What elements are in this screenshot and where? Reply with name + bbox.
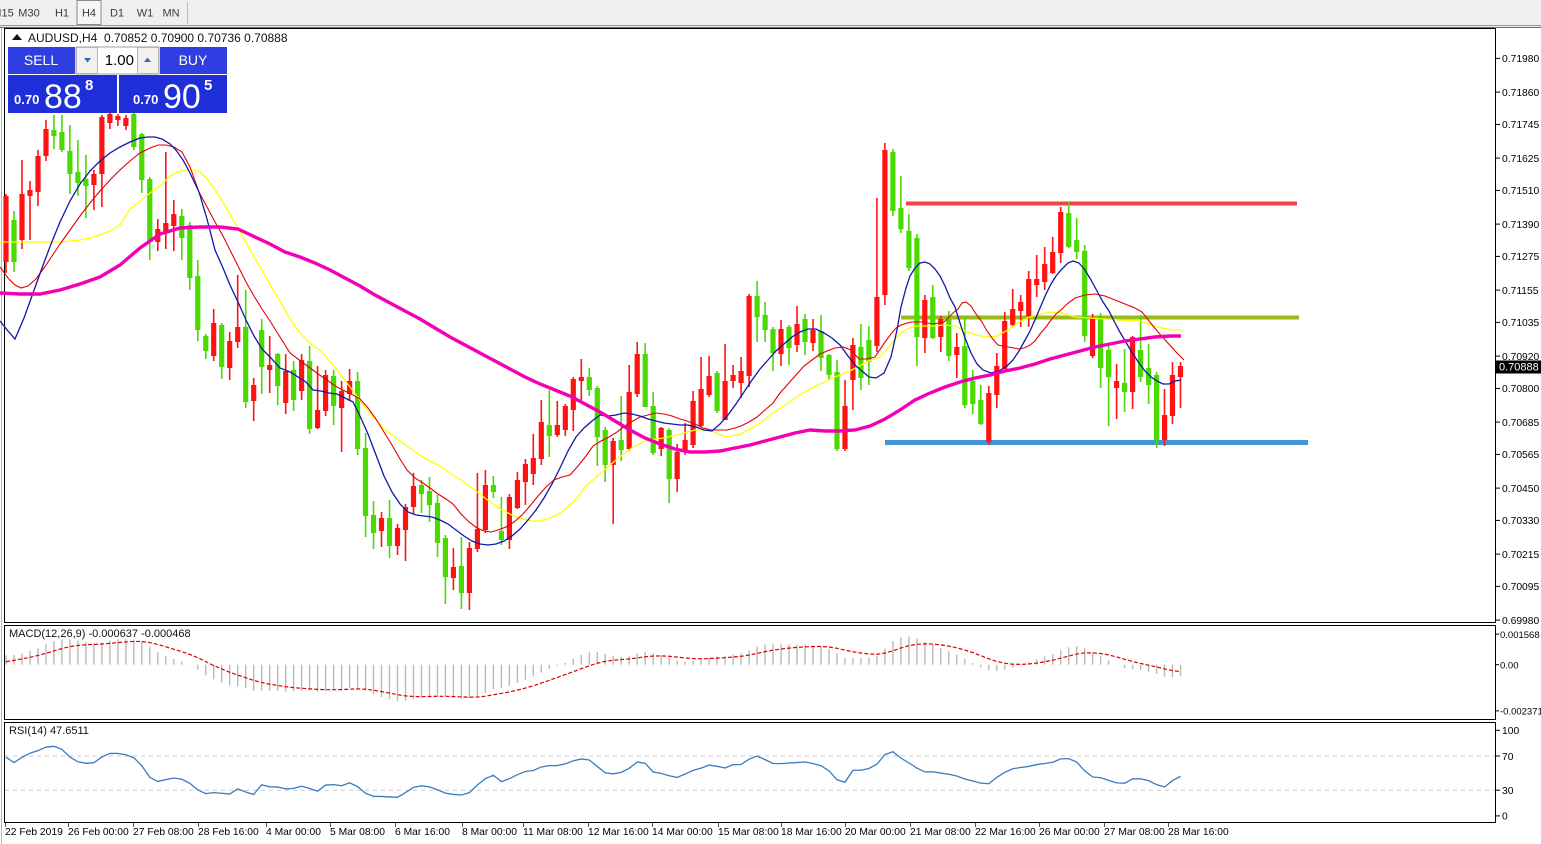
svg-text:18 Mar 16:00: 18 Mar 16:00	[781, 827, 842, 838]
svg-text:0.70095: 0.70095	[1502, 582, 1539, 593]
svg-text:5: 5	[204, 77, 212, 94]
svg-text:27 Feb 08:00: 27 Feb 08:00	[133, 827, 194, 838]
svg-text:0.00: 0.00	[1500, 661, 1519, 672]
svg-text:MN: MN	[162, 8, 179, 20]
svg-text:0.71275: 0.71275	[1502, 252, 1539, 263]
svg-text:0.70920: 0.70920	[1502, 352, 1539, 363]
svg-text:0.71510: 0.71510	[1502, 186, 1539, 197]
svg-text:0.71625: 0.71625	[1502, 154, 1539, 165]
svg-text:15 Mar 08:00: 15 Mar 08:00	[718, 827, 779, 838]
svg-text:30: 30	[1502, 786, 1514, 797]
svg-text:26 Mar 00:00: 26 Mar 00:00	[1039, 827, 1100, 838]
svg-text:11 Mar 08:00: 11 Mar 08:00	[523, 827, 583, 838]
svg-text:28 Mar 16:00: 28 Mar 16:00	[1168, 827, 1229, 838]
svg-text:6 Mar 16:00: 6 Mar 16:00	[395, 827, 450, 838]
svg-text:5 Mar 08:00: 5 Mar 08:00	[330, 827, 385, 838]
svg-text:0.70: 0.70	[133, 92, 158, 107]
svg-text:MACD(12,26,9) -0.000637 -0.000: MACD(12,26,9) -0.000637 -0.000468	[9, 628, 191, 640]
svg-text:0.70450: 0.70450	[1502, 484, 1539, 495]
svg-text:1.00: 1.00	[105, 52, 134, 69]
svg-text:90: 90	[163, 78, 201, 116]
svg-text:D1: D1	[110, 8, 124, 20]
svg-text:0.71035: 0.71035	[1502, 318, 1539, 329]
svg-text:8: 8	[85, 77, 93, 94]
svg-text:M30: M30	[18, 8, 39, 20]
svg-text:70: 70	[1502, 752, 1514, 763]
svg-text:12 Mar 16:00: 12 Mar 16:00	[588, 827, 649, 838]
svg-text:100: 100	[1502, 726, 1519, 737]
svg-text:H1: H1	[55, 8, 69, 20]
svg-text:4 Mar 00:00: 4 Mar 00:00	[266, 827, 321, 838]
svg-text:20 Mar 00:00: 20 Mar 00:00	[845, 827, 906, 838]
svg-text:0.70215: 0.70215	[1502, 550, 1539, 561]
svg-text:0.70330: 0.70330	[1502, 516, 1539, 527]
svg-text:0.70: 0.70	[14, 92, 39, 107]
svg-text:W1: W1	[137, 8, 154, 20]
svg-text:0.70565: 0.70565	[1502, 450, 1539, 461]
svg-text:AUDUSD,H4 0.70852 0.70900 0.7: AUDUSD,H4 0.70852 0.70900 0.70736 0.7088…	[28, 31, 288, 45]
svg-text:0: 0	[1502, 812, 1508, 823]
svg-text:0.70685: 0.70685	[1502, 418, 1539, 429]
svg-text:0.71980: 0.71980	[1502, 54, 1539, 65]
svg-text:0.70800: 0.70800	[1502, 384, 1539, 395]
svg-text:0.71390: 0.71390	[1502, 220, 1539, 231]
svg-text:M15: M15	[0, 8, 14, 20]
svg-text:8 Mar 00:00: 8 Mar 00:00	[462, 827, 517, 838]
svg-text:14 Mar 00:00: 14 Mar 00:00	[652, 827, 713, 838]
svg-text:0.70888: 0.70888	[1499, 362, 1539, 374]
svg-text:RSI(14) 47.6511: RSI(14) 47.6511	[9, 725, 89, 737]
svg-text:88: 88	[44, 78, 82, 116]
svg-text:-0.002371: -0.002371	[1500, 707, 1541, 718]
svg-text:22 Feb 2019: 22 Feb 2019	[5, 827, 63, 838]
svg-text:22 Mar 16:00: 22 Mar 16:00	[975, 827, 1036, 838]
svg-text:SELL: SELL	[24, 52, 58, 68]
svg-text:0.71860: 0.71860	[1502, 88, 1539, 99]
svg-text:0.001568: 0.001568	[1500, 630, 1540, 641]
svg-text:28 Feb 16:00: 28 Feb 16:00	[198, 827, 259, 838]
svg-text:H4: H4	[82, 8, 96, 20]
svg-text:BUY: BUY	[179, 52, 208, 68]
svg-text:21 Mar 08:00: 21 Mar 08:00	[910, 827, 971, 838]
svg-text:26 Feb 00:00: 26 Feb 00:00	[68, 827, 129, 838]
svg-text:27 Mar 08:00: 27 Mar 08:00	[1104, 827, 1165, 838]
svg-text:0.71745: 0.71745	[1502, 120, 1539, 131]
svg-text:0.71155: 0.71155	[1502, 286, 1539, 297]
svg-text:0.69980: 0.69980	[1502, 616, 1539, 627]
